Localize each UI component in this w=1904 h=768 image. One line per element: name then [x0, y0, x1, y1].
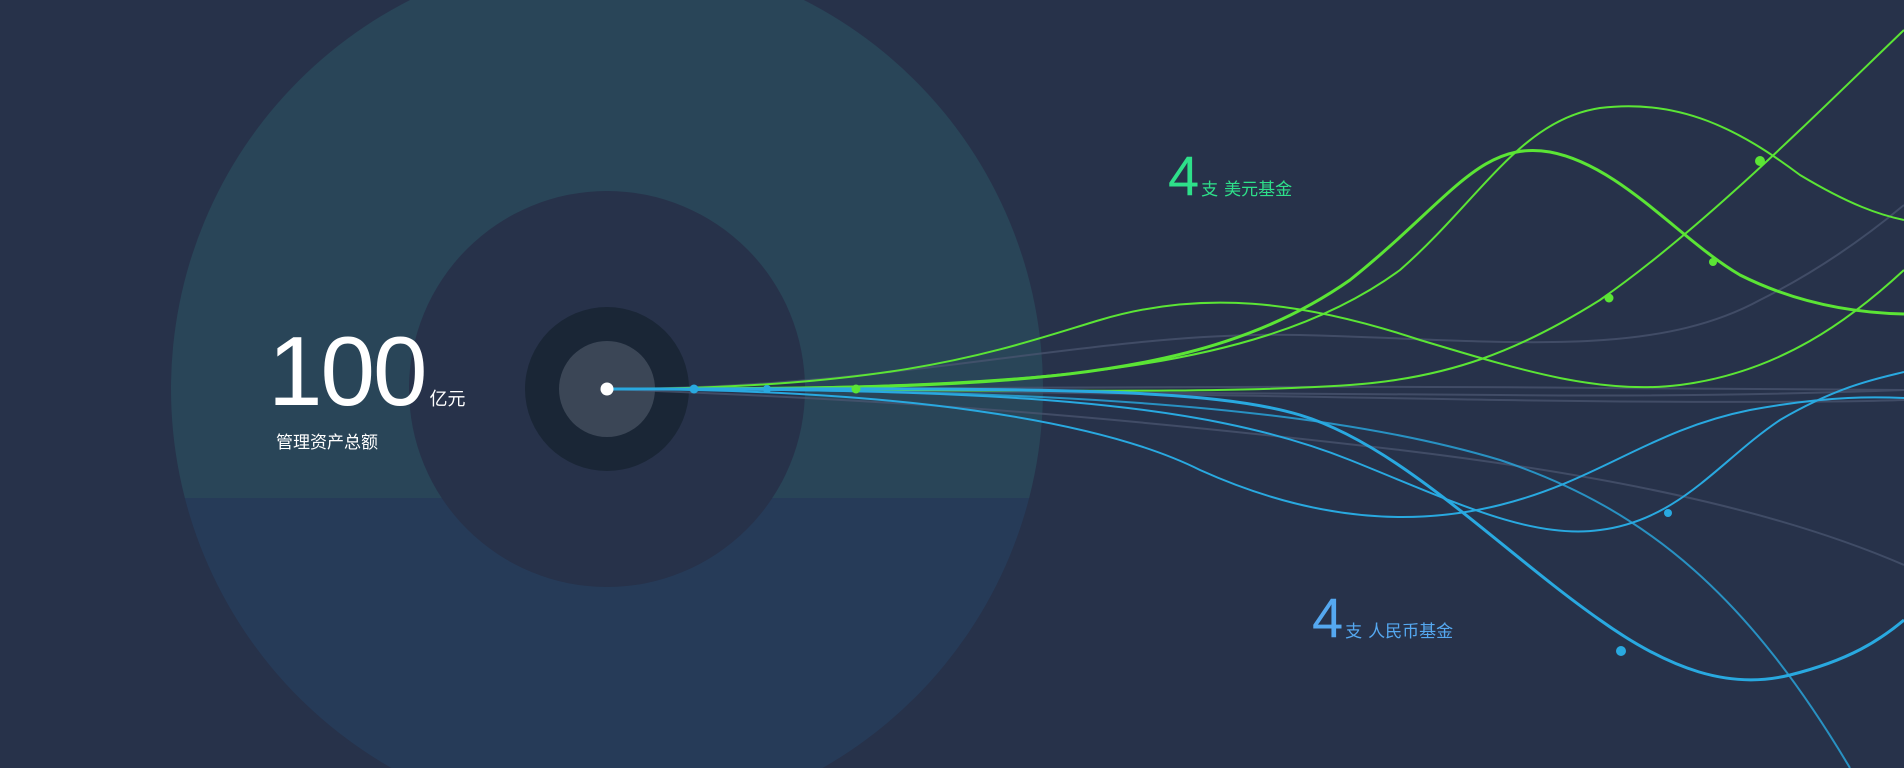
usd-fund-name: 美元基金: [1224, 180, 1293, 200]
usd-fund-count-value: 4: [1168, 144, 1200, 207]
blue-dot: [763, 385, 771, 393]
green-line-3: [606, 269, 1904, 390]
total-assets: 100 亿元: [268, 322, 466, 420]
blue-line-2: [606, 388, 1904, 519]
green-line-2: [606, 105, 1904, 390]
usd-fund-count: 4 支美元基金: [1168, 148, 1292, 204]
blue-line-4: [606, 388, 1851, 768]
total-assets-unit: 亿元: [429, 389, 466, 410]
flow-dots: [600, 156, 1765, 656]
center-dot: [600, 382, 614, 396]
blue-dot: [689, 384, 699, 394]
green-dot: [1709, 258, 1717, 266]
green-dot: [1755, 156, 1765, 166]
green-dot: [851, 384, 861, 394]
gray-line-4: [606, 388, 1904, 566]
rmb-fund-name: 人民币基金: [1368, 622, 1454, 642]
blue-flow-lines: [606, 371, 1904, 768]
rmb-fund-count-value: 4: [1312, 586, 1344, 649]
outer-ring-bottom: [184, 498, 1030, 768]
usd-fund-unit: 支: [1201, 180, 1219, 200]
total-assets-label: 管理资产总额: [276, 433, 378, 453]
blue-line-3: [606, 371, 1904, 533]
rmb-fund-count: 4 支人民币基金: [1312, 590, 1453, 646]
total-assets-value: 100: [268, 316, 428, 426]
blue-line-main: [606, 387, 1904, 682]
green-dot: [1604, 293, 1614, 303]
rmb-fund-unit: 支: [1345, 622, 1363, 642]
blue-dot: [1616, 646, 1626, 656]
blue-dot: [1664, 509, 1672, 517]
